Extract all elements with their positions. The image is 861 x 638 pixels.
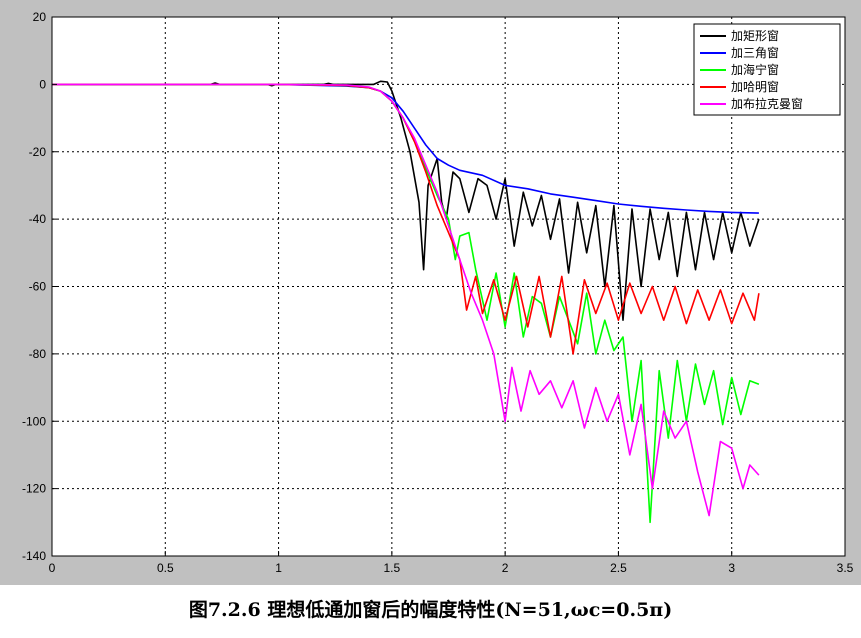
x-tick-label: 0.5: [157, 561, 174, 575]
caption-area: 图7.2.6 理想低通加窗后的幅度特性(N=51,ωc=0.5π): [0, 585, 861, 638]
legend-label: 加矩形窗: [731, 29, 779, 43]
axis-ticks: 0 0.5 1 1.5 2 2.5 3 3.5 20 0 -20 -40 -60 -80 -100 -120 -…: [22, 10, 854, 575]
chart-figure: 0 0.5 1 1.5 2 2.5 3 3.5 20 0 -20 -40 -60 -80 -100 -120 -…: [0, 0, 861, 585]
y-tick-label: -120: [22, 482, 46, 496]
y-tick-label: -40: [29, 212, 47, 226]
x-tick-label: 1.5: [384, 561, 401, 575]
x-tick-label: 2: [502, 561, 509, 575]
series-lines: [52, 80, 760, 524]
legend-label: 加哈明窗: [731, 80, 779, 94]
chart-plot: 0 0.5 1 1.5 2 2.5 3 3.5 20 0 -20 -40 -60 -80 -100 -120 -…: [22, 10, 854, 575]
y-tick-label: -60: [29, 280, 47, 294]
x-tick-label: 3.5: [837, 561, 854, 575]
y-tick-label: -140: [22, 549, 46, 563]
x-tick-label: 0: [49, 561, 56, 575]
y-tick-label: -100: [22, 414, 46, 428]
y-tick-label: 20: [33, 10, 47, 24]
legend-label: 加三角窗: [731, 46, 779, 60]
legend-label: 加海宁窗: [731, 62, 779, 77]
x-tick-label: 2.5: [610, 561, 627, 575]
x-tick-label: 3: [728, 561, 735, 575]
figure-caption: 图7.2.6 理想低通加窗后的幅度特性(N=51,ωc=0.5π): [188, 599, 673, 621]
y-tick-label: -20: [29, 145, 47, 159]
y-tick-label: 0: [39, 77, 46, 91]
series-line-5: [52, 83, 760, 517]
y-tick-label: -80: [29, 347, 47, 361]
legend-label: 加布拉克曼窗: [731, 96, 803, 111]
x-tick-label: 1: [275, 561, 282, 575]
